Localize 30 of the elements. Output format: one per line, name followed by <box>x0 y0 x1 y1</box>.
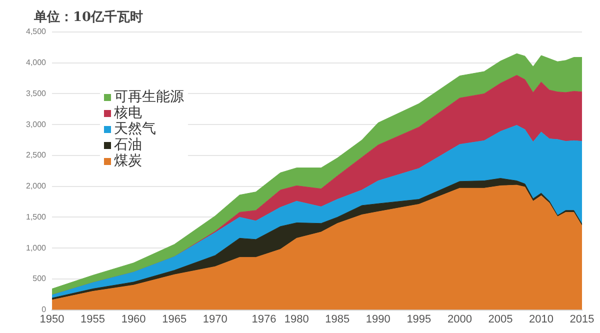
legend-label: 可再生能源 <box>114 89 184 105</box>
y-tick-label: 3,000 <box>26 120 47 129</box>
y-tick-label: 1,000 <box>26 243 47 252</box>
x-tick-label: 1976 <box>252 313 276 326</box>
x-tick-label: 1965 <box>162 313 187 326</box>
legend-label: 核电 <box>114 105 142 121</box>
legend-label: 天然气 <box>114 121 156 137</box>
y-tick-label: 500 <box>32 274 47 284</box>
y-tick-label: 0 <box>42 305 47 314</box>
x-tick-label: 1980 <box>284 313 309 326</box>
y-tick-label: 3,500 <box>26 88 47 98</box>
y-tick-label: 2,500 <box>26 150 47 160</box>
legend-label: 石油 <box>114 137 142 153</box>
x-tick-label: 1960 <box>121 313 146 326</box>
x-tick-label: 2015 <box>570 313 594 326</box>
x-tick-label: 2005 <box>488 313 513 326</box>
x-tick-label: 1985 <box>325 313 350 326</box>
y-tick-label: 4,000 <box>26 58 47 68</box>
x-tick-label: 1955 <box>80 313 106 326</box>
y-tick-label: 1,500 <box>26 212 47 222</box>
y-axis-title: 单位：10亿千瓦时 <box>34 8 144 26</box>
y-tick-label: 4,500 <box>26 27 47 36</box>
x-tick-label: 1950 <box>40 313 64 326</box>
y-tick-label: 2,000 <box>26 182 47 191</box>
x-tick-label: 1990 <box>366 313 390 326</box>
x-tick-label: 2010 <box>528 313 554 326</box>
x-tick-label: 1995 <box>406 313 432 326</box>
legend-label: 煤炭 <box>114 153 142 169</box>
x-tick-label: 2000 <box>447 313 472 326</box>
x-tick-label: 1970 <box>202 313 228 326</box>
